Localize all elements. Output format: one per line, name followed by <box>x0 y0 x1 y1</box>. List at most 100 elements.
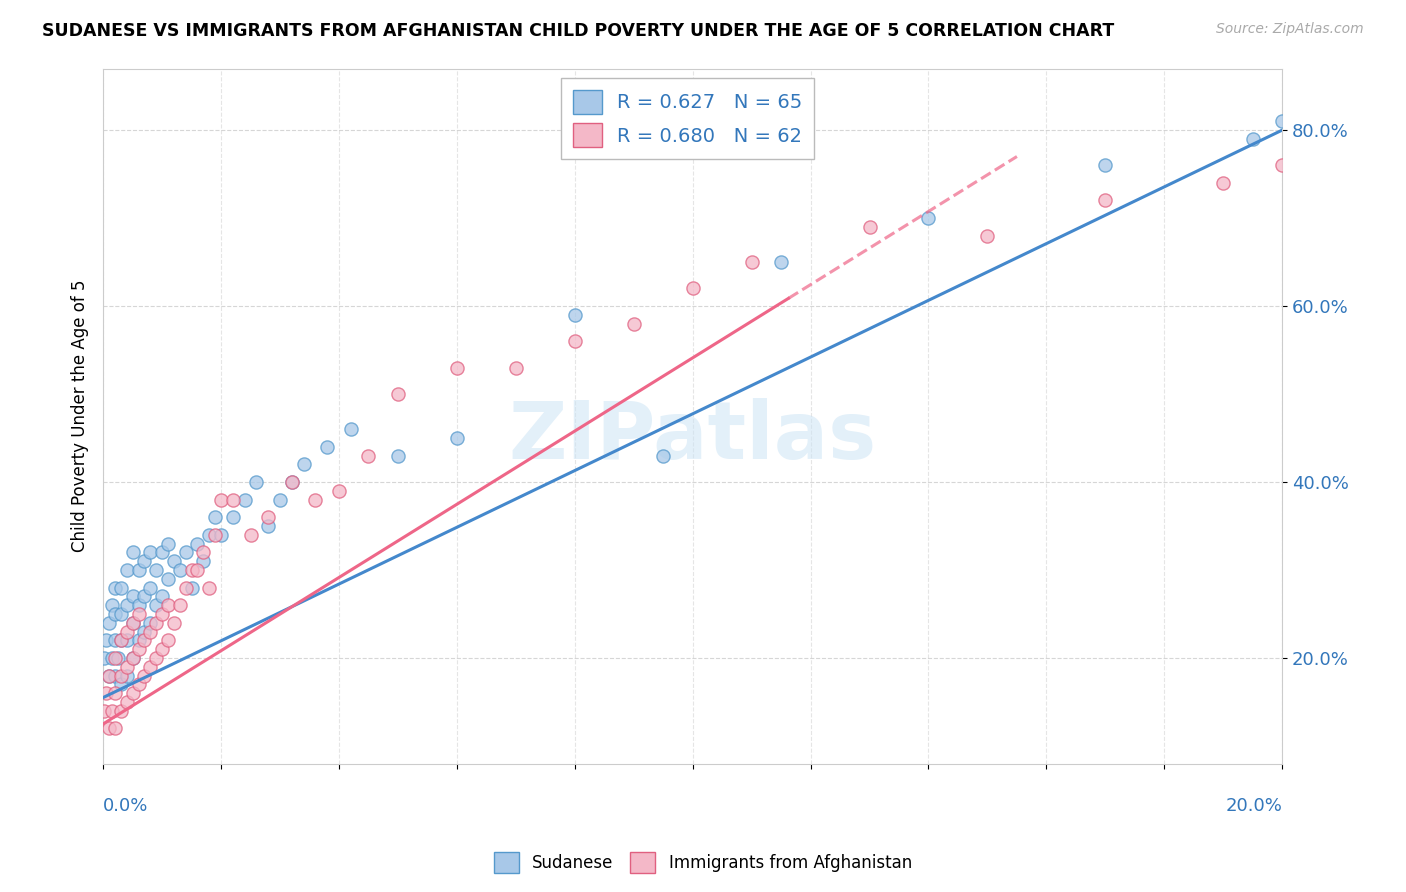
Point <box>209 492 232 507</box>
Point <box>186 563 208 577</box>
Point <box>245 475 267 489</box>
Point <box>98 668 121 682</box>
Point <box>186 536 208 550</box>
Point <box>233 492 256 507</box>
Point <box>174 581 197 595</box>
Point <box>239 528 262 542</box>
Point <box>139 659 162 673</box>
Point <box>104 581 127 595</box>
Point <box>328 483 350 498</box>
Point <box>304 492 326 507</box>
Point <box>128 563 150 577</box>
Point <box>163 554 186 568</box>
Point <box>180 581 202 595</box>
Point <box>145 598 167 612</box>
Point <box>1271 158 1294 172</box>
Point <box>134 554 156 568</box>
Point <box>858 219 880 234</box>
Point <box>150 607 173 621</box>
Point <box>93 704 115 718</box>
Point <box>104 668 127 682</box>
Point <box>101 651 124 665</box>
Point <box>156 633 179 648</box>
Point <box>156 536 179 550</box>
Point <box>269 492 291 507</box>
Point <box>107 651 129 665</box>
Y-axis label: Child Poverty Under the Age of 5: Child Poverty Under the Age of 5 <box>72 280 89 552</box>
Point <box>1271 114 1294 128</box>
Legend: R = 0.627   N = 65, R = 0.680   N = 62: R = 0.627 N = 65, R = 0.680 N = 62 <box>561 78 814 159</box>
Point <box>150 642 173 657</box>
Point <box>281 475 304 489</box>
Point <box>682 281 704 295</box>
Point <box>134 668 156 682</box>
Legend: Sudanese, Immigrants from Afghanistan: Sudanese, Immigrants from Afghanistan <box>488 846 918 880</box>
Point <box>115 633 138 648</box>
Point <box>156 598 179 612</box>
Point <box>169 598 191 612</box>
Point <box>128 607 150 621</box>
Point <box>139 545 162 559</box>
Point <box>1094 158 1116 172</box>
Point <box>139 615 162 630</box>
Point <box>564 334 586 349</box>
Point <box>156 572 179 586</box>
Point <box>339 422 361 436</box>
Point <box>1241 132 1264 146</box>
Point <box>292 458 315 472</box>
Point <box>121 651 143 665</box>
Point <box>145 651 167 665</box>
Text: SUDANESE VS IMMIGRANTS FROM AFGHANISTAN CHILD POVERTY UNDER THE AGE OF 5 CORRELA: SUDANESE VS IMMIGRANTS FROM AFGHANISTAN … <box>42 22 1115 40</box>
Point <box>257 519 280 533</box>
Point <box>222 492 245 507</box>
Point <box>115 695 138 709</box>
Text: 0.0%: 0.0% <box>103 797 149 815</box>
Point <box>115 598 138 612</box>
Point <box>93 651 115 665</box>
Text: ZIPatlas: ZIPatlas <box>509 398 877 475</box>
Point <box>121 686 143 700</box>
Point <box>128 642 150 657</box>
Point <box>198 528 221 542</box>
Point <box>94 633 117 648</box>
Point <box>128 677 150 691</box>
Point <box>128 598 150 612</box>
Point <box>1094 194 1116 208</box>
Point <box>139 624 162 639</box>
Point <box>505 360 527 375</box>
Point <box>145 563 167 577</box>
Point <box>281 475 304 489</box>
Point <box>139 581 162 595</box>
Point <box>121 651 143 665</box>
Point <box>94 686 117 700</box>
Point <box>101 704 124 718</box>
Point <box>623 317 645 331</box>
Point <box>110 607 132 621</box>
Point <box>121 545 143 559</box>
Point <box>1389 185 1406 199</box>
Point <box>316 440 339 454</box>
Point <box>98 615 121 630</box>
Point <box>145 615 167 630</box>
Point <box>115 624 138 639</box>
Point <box>115 659 138 673</box>
Point <box>193 545 215 559</box>
Point <box>104 633 127 648</box>
Point <box>110 704 132 718</box>
Point <box>134 590 156 604</box>
Point <box>150 545 173 559</box>
Point <box>110 633 132 648</box>
Point <box>222 510 245 524</box>
Point <box>976 228 998 243</box>
Point <box>257 510 280 524</box>
Point <box>104 722 127 736</box>
Point <box>770 255 793 269</box>
Text: 20.0%: 20.0% <box>1226 797 1282 815</box>
Point <box>169 563 191 577</box>
Point <box>652 449 675 463</box>
Point <box>180 563 202 577</box>
Point <box>115 563 138 577</box>
Point <box>1212 176 1234 190</box>
Point <box>163 615 186 630</box>
Point <box>121 615 143 630</box>
